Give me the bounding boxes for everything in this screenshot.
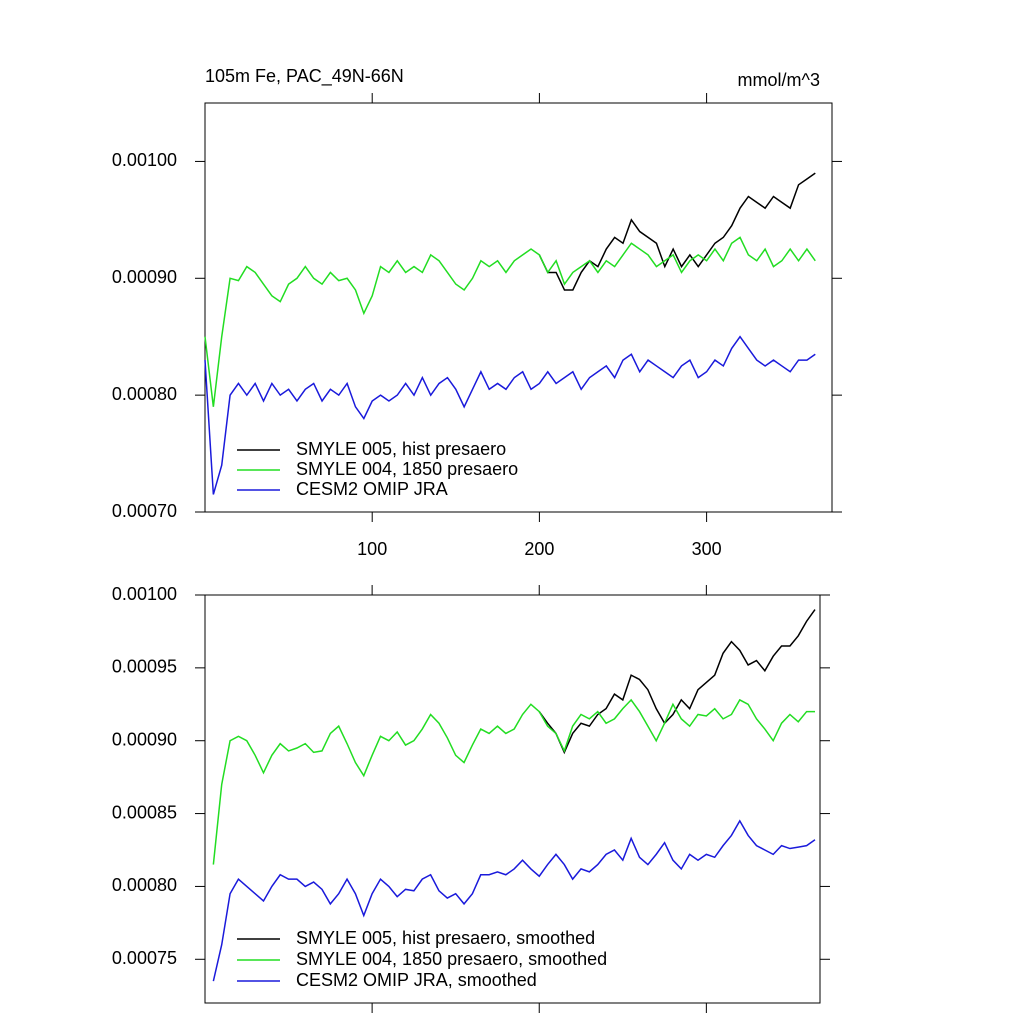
units-label: mmol/m^3	[738, 70, 820, 90]
y-tick-label: 0.00100	[112, 584, 177, 604]
x-tick-label: 200	[524, 539, 554, 559]
data-line	[212, 819, 816, 982]
y-tick-label: 0.00080	[112, 384, 177, 404]
legend-label: SMYLE 005, hist presaero	[296, 439, 506, 459]
plot-frame	[204, 594, 821, 1004]
chart-title: 105m Fe, PAC_49N-66N	[205, 66, 404, 87]
y-tick-label: 0.00075	[112, 948, 177, 968]
y-tick-label: 0.00090	[112, 267, 177, 287]
x-tick-label: 300	[692, 539, 722, 559]
y-tick-label: 0.00080	[112, 875, 177, 895]
legend-label: CESM2 OMIP JRA	[296, 479, 448, 499]
plot-frame	[204, 102, 833, 513]
legend-label: CESM2 OMIP JRA, smoothed	[296, 970, 537, 990]
data-line	[538, 609, 816, 755]
data-line	[204, 236, 816, 407]
data-line	[204, 335, 816, 495]
y-tick-label: 0.00070	[112, 501, 177, 521]
legend-label: SMYLE 004, 1850 presaero	[296, 459, 518, 479]
data-line	[212, 698, 815, 865]
x-tick-label: 100	[357, 539, 387, 559]
data-line	[538, 172, 816, 291]
y-tick-label: 0.00095	[112, 657, 177, 677]
legend-label: SMYLE 005, hist presaero, smoothed	[296, 928, 595, 948]
y-tick-label: 0.00100	[112, 150, 177, 170]
y-tick-label: 0.00085	[112, 802, 177, 822]
legend-label: SMYLE 004, 1850 presaero, smoothed	[296, 949, 607, 969]
y-tick-label: 0.00090	[112, 729, 177, 749]
